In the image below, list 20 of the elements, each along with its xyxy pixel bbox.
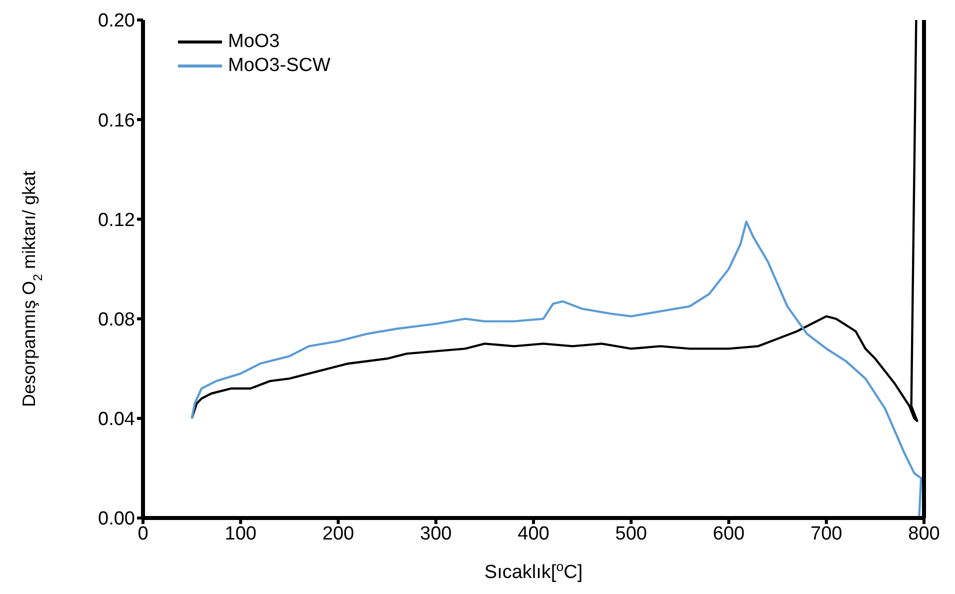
y-tick-label: 0.12 [98, 210, 135, 231]
x-axis-title: Sıcaklık[$^{o}$C] [484, 558, 583, 583]
y-tick-label: 0.08 [98, 310, 135, 331]
x-tick-label: 800 [908, 523, 940, 544]
x-tick-label: 300 [420, 523, 452, 544]
x-tick-label: 600 [712, 523, 745, 544]
y-tick-label: 0.20 [98, 10, 135, 32]
line-series [190, 20, 918, 422]
x-tick-label: 500 [615, 523, 647, 544]
x-tick-label: 200 [322, 523, 354, 544]
x-tick-label: 400 [518, 523, 550, 544]
y-tick-label: 0.16 [98, 110, 135, 132]
y-tick-label: 0.00 [98, 508, 135, 530]
legend-label: MoO3-SCW [228, 55, 330, 77]
line-series [190, 220, 922, 518]
x-tick-label: 100 [224, 523, 256, 544]
legend-label: MoO3 [228, 31, 280, 53]
y-tick-label: 0.04 [98, 409, 136, 430]
x-tick-label: 0 [138, 523, 148, 544]
x-tick-label: 700 [810, 523, 842, 544]
